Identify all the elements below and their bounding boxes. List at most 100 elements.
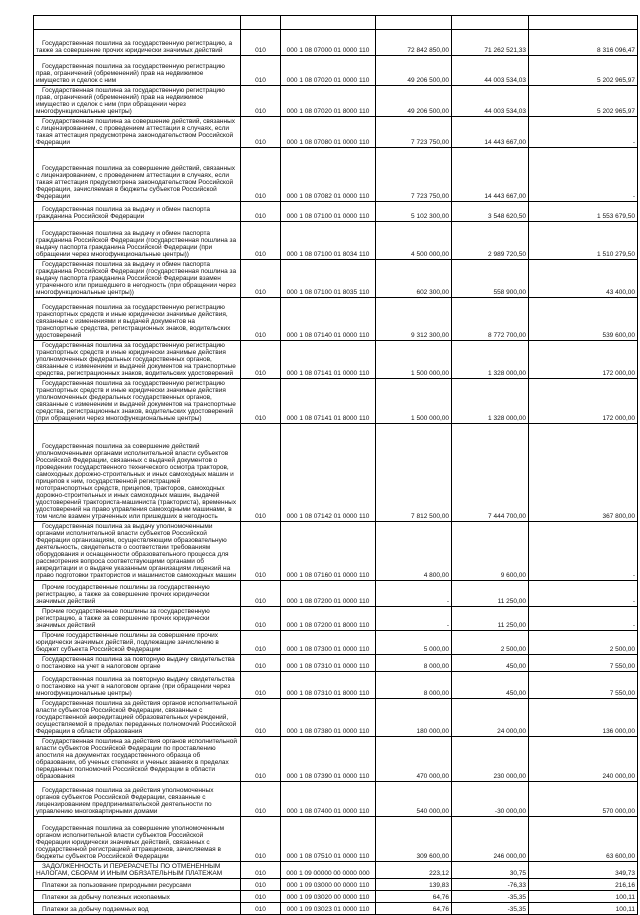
table-row: Государственная пошлина за выдачу и обме… <box>33 201 638 222</box>
line-code-cell: 010 <box>240 297 281 341</box>
indicator-name-cell: Государственная пошлина за совершение де… <box>33 423 241 522</box>
kbk-code-cell: 000 1 09 03023 01 0000 110 <box>280 902 376 915</box>
executed-amount-cell: 246 000,00 <box>451 816 529 862</box>
unexecuted-amount-cell: - <box>528 606 638 631</box>
executed-amount-cell: 230 000,00 <box>451 736 529 782</box>
table-row: ЗАДОЛЖЕННОСТЬ И ПЕРЕРАСЧЕТЫ ПО ОТМЕНЕННЫ… <box>33 861 638 879</box>
approved-amount-cell <box>375 15 452 30</box>
line-code-cell: 010 <box>240 781 281 817</box>
indicator-name-cell: Платежи за добычу подземных вод <box>33 902 241 915</box>
indicator-name-cell: Государственная пошлина за выдачу и обме… <box>33 201 241 222</box>
table-row: Государственная пошлина за государственн… <box>33 378 638 424</box>
unexecuted-amount-cell: - <box>528 580 638 607</box>
indicator-name-cell: Государственная пошлина за действия упол… <box>33 781 241 817</box>
table-row: Государственная пошлина за действия упол… <box>33 781 638 817</box>
executed-amount-cell: 3 548 620,50 <box>451 201 529 222</box>
unexecuted-amount-cell: 539 600,00 <box>528 297 638 341</box>
indicator-name-cell: Государственная пошлина за действия орга… <box>33 736 241 782</box>
kbk-code-cell <box>280 15 376 30</box>
executed-amount-cell: 44 003 534,03 <box>451 85 529 117</box>
kbk-code-cell: 000 1 08 07020 01 8000 110 <box>280 85 376 117</box>
kbk-code-cell: 000 1 08 07310 01 0000 110 <box>280 654 376 672</box>
budget-revenue-table: Государственная пошлина за государственн… <box>33 15 638 915</box>
budget-table-body: Государственная пошлина за государственн… <box>33 15 638 915</box>
unexecuted-amount-cell: 100,11 <box>528 902 638 915</box>
indicator-name-cell: Государственная пошлина за выдачу и обме… <box>33 259 241 298</box>
executed-amount-cell: 2 989 720,50 <box>451 221 529 260</box>
indicator-name-cell: Государственная пошлина за государственн… <box>33 340 241 379</box>
indicator-name-cell: Прочие государственные пошлины за госуда… <box>33 580 241 607</box>
line-code-cell: 010 <box>240 340 281 379</box>
executed-amount-cell: -30 000,00 <box>451 781 529 817</box>
line-code-cell: 010 <box>240 630 281 655</box>
line-code-cell: 010 <box>240 736 281 782</box>
kbk-code-cell: 000 1 09 03020 00 0000 110 <box>280 890 376 903</box>
kbk-code-cell: 000 1 08 07200 01 0000 110 <box>280 580 376 607</box>
unexecuted-amount-cell: 1 553 679,50 <box>528 201 638 222</box>
indicator-name-cell: Государственная пошлина за повторную выд… <box>33 671 241 699</box>
line-code-cell: 010 <box>240 521 281 581</box>
executed-amount-cell: 1 328 000,00 <box>451 378 529 424</box>
kbk-code-cell: 000 1 08 07141 01 8000 110 <box>280 378 376 424</box>
unexecuted-amount-cell: 136 000,00 <box>528 698 638 737</box>
kbk-code-cell: 000 1 08 07140 01 0000 110 <box>280 297 376 341</box>
indicator-name-cell: Государственная пошлина за государственн… <box>33 55 241 86</box>
unexecuted-amount-cell: 63 600,00 <box>528 816 638 862</box>
indicator-name-cell <box>33 15 241 30</box>
approved-amount-cell: 309 600,00 <box>375 816 452 862</box>
approved-amount-cell: 5 000,00 <box>375 630 452 655</box>
executed-amount-cell: 7 444 700,00 <box>451 423 529 522</box>
indicator-name-cell: Государственная пошлина за совершение де… <box>33 116 241 148</box>
unexecuted-amount-cell: 172 000,00 <box>528 340 638 379</box>
indicator-name-cell: Платежи за добычу полезных ископаемых <box>33 890 241 903</box>
unexecuted-amount-cell: 5 202 965,97 <box>528 55 638 86</box>
approved-amount-cell: 49 206 500,00 <box>375 55 452 86</box>
approved-amount-cell: 602 300,00 <box>375 259 452 298</box>
executed-amount-cell: 8 772 700,00 <box>451 297 529 341</box>
approved-amount-cell: - <box>375 580 452 607</box>
line-code-cell: 010 <box>240 147 281 202</box>
indicator-name-cell: Государственная пошлина за выдачу и обме… <box>33 221 241 260</box>
table-row: Государственная пошлина за совершение де… <box>33 423 638 522</box>
approved-amount-cell: 1 500 000,00 <box>375 378 452 424</box>
executed-amount-cell: -35,35 <box>451 902 529 915</box>
executed-amount-cell: 14 443 667,00 <box>451 147 529 202</box>
approved-amount-cell: 139,83 <box>375 878 452 891</box>
unexecuted-amount-cell: 43 400,00 <box>528 259 638 298</box>
approved-amount-cell: 470 000,00 <box>375 736 452 782</box>
table-row: Платежи за добычу подземных вод 010 000 … <box>33 902 638 915</box>
table-row: Государственная пошлина за выдачу и обме… <box>33 221 638 260</box>
indicator-name-cell: Государственная пошлина за повторную выд… <box>33 654 241 672</box>
unexecuted-amount-cell <box>528 15 638 30</box>
table-row: Государственная пошлина за повторную выд… <box>33 654 638 672</box>
executed-amount-cell: 71 262 521,33 <box>451 29 529 56</box>
indicator-name-cell: Государственная пошлина за государственн… <box>33 29 241 56</box>
unexecuted-amount-cell: 7 550,00 <box>528 671 638 699</box>
approved-amount-cell: 1 500 000,00 <box>375 340 452 379</box>
line-code-cell: 010 <box>240 85 281 117</box>
kbk-code-cell: 000 1 08 07310 01 8000 110 <box>280 671 376 699</box>
approved-amount-cell: 72 842 850,00 <box>375 29 452 56</box>
line-code-cell: 010 <box>240 201 281 222</box>
unexecuted-amount-cell: 367 800,00 <box>528 423 638 522</box>
table-row: Государственная пошлина за совершение де… <box>33 147 638 202</box>
table-row: Платежи за пользование природными ресурс… <box>33 878 638 891</box>
indicator-name-cell: ЗАДОЛЖЕННОСТЬ И ПЕРЕРАСЧЕТЫ ПО ОТМЕНЕННЫ… <box>33 861 241 879</box>
line-code-cell: 010 <box>240 259 281 298</box>
unexecuted-amount-cell: 216,16 <box>528 878 638 891</box>
kbk-code-cell: 000 1 08 07080 01 0000 110 <box>280 116 376 148</box>
table-row: Государственная пошлина за государственн… <box>33 340 638 379</box>
indicator-name-cell: Государственная пошлина за действия орга… <box>33 698 241 737</box>
indicator-name-cell: Государственная пошлина за совершение де… <box>33 147 241 202</box>
approved-amount-cell: 7 812 500,00 <box>375 423 452 522</box>
table-row: Государственная пошлина за действия орга… <box>33 698 638 737</box>
approved-amount-cell: 180 000,00 <box>375 698 452 737</box>
line-code-cell: 010 <box>240 55 281 86</box>
indicator-name-cell: Платежи за пользование природными ресурс… <box>33 878 241 891</box>
line-code-cell: 010 <box>240 423 281 522</box>
approved-amount-cell: 4 500 000,00 <box>375 221 452 260</box>
line-code-cell: 010 <box>240 816 281 862</box>
kbk-code-cell: 000 1 08 07400 01 0000 110 <box>280 781 376 817</box>
unexecuted-amount-cell: 172 000,00 <box>528 378 638 424</box>
